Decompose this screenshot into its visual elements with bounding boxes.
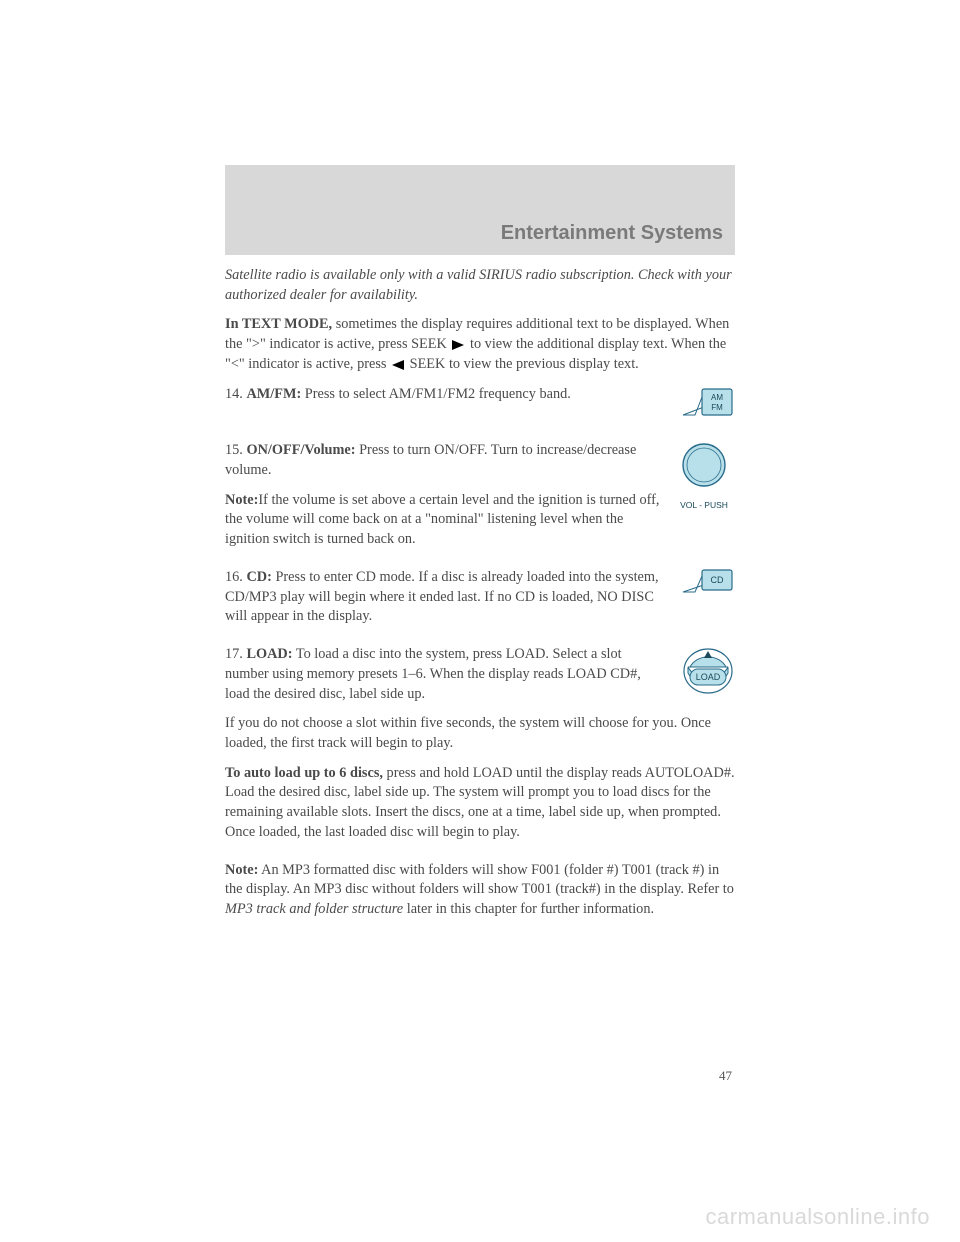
item-14-text: 14. AM/FM: Press to select AM/FM1/FM2 fr… xyxy=(225,385,735,405)
item-15-text: 15. ON/OFF/Volume: Press to turn ON/OFF.… xyxy=(225,441,735,480)
cd-label: CD xyxy=(711,575,724,585)
amfm-label-am: AM xyxy=(711,393,723,402)
amfm-label-fm: FM xyxy=(711,403,723,412)
item-16: CD 16. CD: Press to enter CD mode. If a … xyxy=(225,568,735,637)
item-17-p3-lead: To auto load up to 6 discs, xyxy=(225,765,383,781)
volume-caption: VOL - PUSH xyxy=(673,500,735,512)
item-17-lead: LOAD: xyxy=(246,646,292,662)
item-17-p3: To auto load up to 6 discs, press and ho… xyxy=(225,764,735,843)
seek-right-icon xyxy=(452,340,464,350)
item-17-p2: If you do not choose a slot within five … xyxy=(225,714,735,753)
item-16-num: 16. xyxy=(225,569,246,585)
text-mode-lead: In TEXT MODE, xyxy=(225,316,332,332)
item-15-num: 15. xyxy=(225,442,246,458)
header-bar: Entertainment Systems xyxy=(225,165,735,255)
intro-note: Satellite radio is available only with a… xyxy=(225,266,735,305)
item-16-text: 16. CD: Press to enter CD mode. If a dis… xyxy=(225,568,735,627)
page-content: Satellite radio is available only with a… xyxy=(225,266,735,930)
item-17-num: 17. xyxy=(225,646,246,662)
item-14-body: Press to select AM/FM1/FM2 frequency ban… xyxy=(301,386,571,402)
load-button-icon: LOAD xyxy=(680,645,735,704)
text-mode-paragraph: In TEXT MODE, sometimes the display requ… xyxy=(225,315,735,374)
item-17: LOAD 17. LOAD: To load a disc into the s… xyxy=(225,645,735,852)
item-15-note-lead: Note: xyxy=(225,492,258,508)
mp3-note-body1: An MP3 formatted disc with folders will … xyxy=(225,862,734,898)
watermark: carmanualsonline.info xyxy=(705,1204,930,1230)
mp3-note: Note: An MP3 formatted disc with folders… xyxy=(225,861,735,920)
item-14: AM FM 14. AM/FM: Press to select AM/FM1/… xyxy=(225,385,735,434)
text-mode-body3: SEEK to view the previous display text. xyxy=(406,356,639,372)
item-14-num: 14. xyxy=(225,386,246,402)
item-16-lead: CD: xyxy=(246,569,271,585)
item-15-note-body: If the volume is set above a certain lev… xyxy=(225,492,659,547)
item-15: VOL - PUSH 15. ON/OFF/Volume: Press to t… xyxy=(225,441,735,560)
cd-button-icon: CD xyxy=(680,568,735,605)
item-15-lead: ON/OFF/Volume: xyxy=(246,442,355,458)
item-16-body: Press to enter CD mode. If a disc is alr… xyxy=(225,569,659,624)
item-14-lead: AM/FM: xyxy=(246,386,301,402)
mp3-note-italic: MP3 track and folder structure xyxy=(225,901,403,917)
page-header-title: Entertainment Systems xyxy=(501,222,723,245)
item-15-note: Note:If the volume is set above a certai… xyxy=(225,491,735,550)
mp3-note-lead: Note: xyxy=(225,862,258,878)
page-number: 47 xyxy=(719,1068,732,1084)
amfm-button-icon: AM FM xyxy=(680,385,735,430)
volume-knob-icon: VOL - PUSH xyxy=(673,441,735,511)
seek-left-icon xyxy=(392,360,404,370)
item-17-text: 17. LOAD: To load a disc into the system… xyxy=(225,645,735,704)
load-label: LOAD xyxy=(696,672,721,682)
mp3-note-body2: later in this chapter for further inform… xyxy=(403,901,654,917)
